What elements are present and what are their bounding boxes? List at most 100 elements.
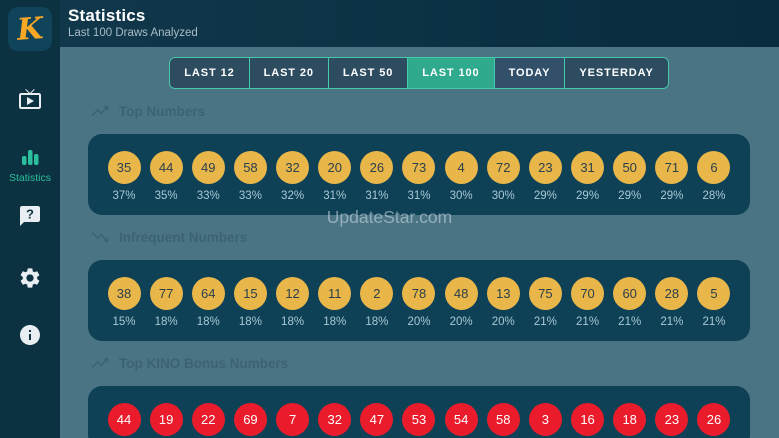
- tab-last-50[interactable]: LAST 50: [327, 58, 408, 88]
- number-ball: 26: [697, 403, 731, 436]
- number-ball: 77: [149, 277, 183, 310]
- tab-yesterday[interactable]: YESTERDAY: [564, 58, 668, 88]
- tab-last-12[interactable]: LAST 12: [170, 58, 249, 88]
- number-percent: 21%: [618, 316, 642, 328]
- number-ball-item: 44 35%: [146, 151, 186, 202]
- number-percent: 20%: [491, 316, 515, 328]
- number-ball: 16: [571, 403, 605, 436]
- number-ball: 26: [360, 151, 394, 184]
- number-ball-item: 58: [483, 403, 523, 436]
- number-ball: 75: [528, 277, 562, 310]
- numbers-panel: 44 19 22 69 7 32 47 53 54 58 3 16 18 23 26: [88, 386, 750, 438]
- number-ball: 38: [107, 277, 141, 310]
- number-ball-item: 70 21%: [568, 277, 608, 328]
- number-percent: 28%: [702, 190, 726, 202]
- number-ball-item: 19: [146, 403, 186, 436]
- number-ball: 35: [107, 151, 141, 184]
- number-percent: 18%: [323, 316, 347, 328]
- number-percent: 29%: [576, 190, 600, 202]
- number-percent: 31%: [365, 190, 389, 202]
- number-ball: 22: [191, 403, 225, 436]
- number-ball: 44: [107, 403, 141, 436]
- number-percent: 30%: [491, 190, 515, 202]
- sidebar-item-info[interactable]: [0, 323, 60, 347]
- number-ball: 4: [444, 151, 478, 184]
- number-ball-item: 6 28%: [694, 151, 734, 202]
- number-ball-item: 31 29%: [568, 151, 608, 202]
- app-logo-letter: K: [15, 10, 45, 48]
- number-ball: 73: [402, 151, 436, 184]
- number-percent: 31%: [323, 190, 347, 202]
- number-percent: 33%: [238, 190, 262, 202]
- sidebar-item-help[interactable]: ?: [0, 204, 60, 228]
- number-ball: 6: [697, 151, 731, 184]
- number-ball: 69: [233, 403, 267, 436]
- number-percent: 30%: [449, 190, 473, 202]
- number-ball: 60: [613, 277, 647, 310]
- number-ball-item: 13 20%: [483, 277, 523, 328]
- number-ball: 70: [571, 277, 605, 310]
- number-ball: 32: [318, 403, 352, 436]
- number-ball-item: 78 20%: [399, 277, 439, 328]
- number-ball-item: 71 29%: [652, 151, 692, 202]
- tab-last-20[interactable]: LAST 20: [248, 58, 328, 88]
- number-ball-item: 44: [104, 403, 144, 436]
- section-header: Infrequent Numbers: [90, 227, 750, 247]
- number-percent: 15%: [112, 316, 136, 328]
- number-percent: 21%: [660, 316, 684, 328]
- number-percent: 18%: [238, 316, 262, 328]
- number-ball-item: 35 37%: [104, 151, 144, 202]
- section-header: Top KINO Bonus Numbers: [90, 353, 750, 373]
- section-title-text: Top Numbers: [119, 103, 206, 119]
- ball-list: 38 15% 77 18% 64 18% 15 18% 12 18% 11 18% 2 18% 78 20% 4…: [104, 277, 734, 328]
- number-percent: 29%: [660, 190, 684, 202]
- section-infrequent-numbers: Infrequent Numbers 38 15% 77 18% 64 18% 15 18% 1…: [88, 227, 750, 341]
- number-ball: 31: [571, 151, 605, 184]
- number-ball-item: 11 18%: [315, 277, 355, 328]
- sidebar-item-statistics[interactable]: Statistics: [0, 145, 60, 184]
- numbers-panel: 35 37% 44 35% 49 33% 58 33% 32 32% 20 31% 26 31% 73 31%…: [88, 134, 750, 215]
- number-ball: 23: [655, 403, 689, 436]
- number-ball-item: 18: [610, 403, 650, 436]
- tab-today[interactable]: TODAY: [493, 58, 565, 88]
- number-ball: 19: [149, 403, 183, 436]
- number-ball: 50: [613, 151, 647, 184]
- number-percent: 33%: [196, 190, 220, 202]
- number-ball-item: 23 29%: [525, 151, 565, 202]
- number-ball-item: 64 18%: [188, 277, 228, 328]
- number-percent: 35%: [154, 190, 178, 202]
- live-tv-icon: [19, 89, 41, 109]
- section-title-text: Top KINO Bonus Numbers: [119, 355, 289, 371]
- tab-last-100[interactable]: LAST 100: [407, 58, 494, 88]
- number-ball-item: 53: [399, 403, 439, 436]
- number-percent: 20%: [449, 316, 473, 328]
- number-ball-item: 49 33%: [188, 151, 228, 202]
- number-ball: 78: [402, 277, 436, 310]
- app-logo[interactable]: K: [8, 7, 52, 51]
- sidebar: K Statistics ?: [0, 0, 60, 438]
- number-ball-item: 75 21%: [525, 277, 565, 328]
- number-percent: 21%: [702, 316, 726, 328]
- number-ball: 53: [402, 403, 436, 436]
- number-ball-item: 58 33%: [230, 151, 270, 202]
- number-ball: 15: [233, 277, 267, 310]
- number-ball: 5: [697, 277, 731, 310]
- number-ball: 71: [655, 151, 689, 184]
- number-ball: 12: [276, 277, 310, 310]
- bar-chart-icon: [22, 150, 39, 165]
- number-percent: 29%: [533, 190, 557, 202]
- sidebar-item-draws[interactable]: [0, 87, 60, 111]
- number-ball-item: 73 31%: [399, 151, 439, 202]
- number-ball: 23: [528, 151, 562, 184]
- number-ball: 11: [318, 277, 352, 310]
- number-ball-item: 32 32%: [273, 151, 313, 202]
- trending-down-icon: [91, 232, 109, 242]
- ball-list: 44 19 22 69 7 32 47 53 54 58 3 16 18 23 26: [104, 403, 734, 436]
- page-title: Statistics: [68, 6, 146, 25]
- sidebar-item-settings[interactable]: [0, 266, 60, 290]
- number-percent: 20%: [407, 316, 431, 328]
- number-ball-item: 32: [315, 403, 355, 436]
- number-ball: 3: [528, 403, 562, 436]
- number-ball: 58: [233, 151, 267, 184]
